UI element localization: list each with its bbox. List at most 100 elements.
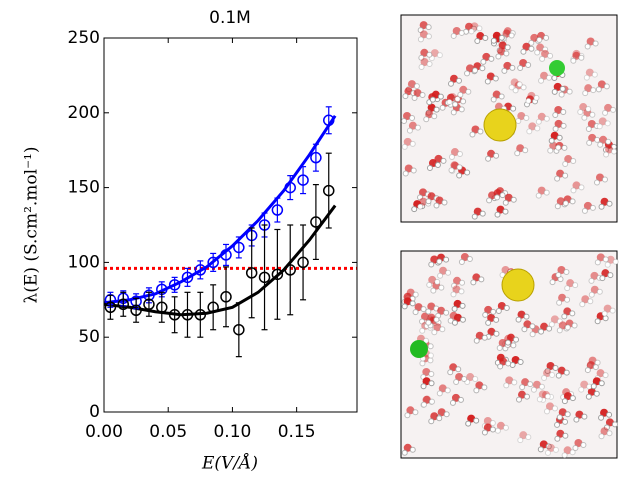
atom — [592, 364, 599, 371]
atom — [420, 401, 427, 408]
atom — [598, 380, 605, 387]
atom — [469, 131, 476, 138]
atom — [572, 282, 579, 289]
atom — [598, 414, 605, 421]
atom — [479, 65, 486, 72]
atom — [505, 339, 512, 346]
atom — [563, 369, 570, 376]
atom — [581, 207, 588, 214]
atom — [427, 343, 434, 350]
point — [117, 298, 130, 311]
atom — [605, 145, 614, 154]
atom — [560, 108, 567, 115]
atom — [425, 319, 432, 326]
atom — [426, 51, 433, 58]
atom — [520, 48, 527, 55]
atom — [563, 269, 570, 276]
atom — [543, 369, 552, 378]
atom — [515, 316, 522, 323]
atom — [461, 375, 468, 382]
atom — [581, 295, 590, 304]
atom — [409, 446, 416, 453]
atom — [581, 413, 588, 420]
point — [297, 256, 309, 269]
atom — [477, 128, 484, 135]
atom — [426, 165, 433, 172]
atom — [561, 398, 568, 405]
atom — [458, 106, 465, 113]
point — [271, 268, 284, 281]
atom — [501, 265, 510, 274]
atom — [596, 123, 603, 130]
atom — [552, 111, 559, 118]
atom — [543, 34, 550, 41]
point — [297, 174, 309, 186]
atom — [433, 106, 440, 113]
atom — [569, 395, 576, 402]
atom — [493, 152, 500, 159]
atom — [464, 70, 471, 77]
atom — [508, 84, 515, 91]
atom — [563, 446, 572, 455]
atom — [523, 115, 530, 122]
atom — [448, 93, 457, 102]
atom — [428, 398, 435, 405]
atom — [546, 443, 555, 452]
point — [233, 323, 245, 336]
atom — [404, 412, 411, 419]
atom — [578, 184, 585, 191]
atom — [472, 67, 479, 74]
atom — [401, 449, 408, 456]
atom — [552, 364, 559, 371]
atom — [596, 369, 605, 378]
point — [284, 264, 296, 276]
atom — [533, 94, 540, 101]
atom — [529, 323, 536, 330]
atom — [602, 109, 609, 116]
atom — [603, 304, 612, 313]
atom — [447, 80, 454, 87]
atom — [498, 34, 505, 41]
atom — [436, 258, 443, 265]
atom — [490, 308, 497, 315]
atom — [602, 372, 609, 379]
atom — [566, 279, 575, 288]
atom — [439, 104, 446, 111]
atom — [425, 24, 432, 31]
atom — [466, 373, 475, 382]
atom — [538, 328, 545, 335]
atom — [513, 336, 520, 343]
atom — [471, 213, 478, 220]
atom — [488, 55, 495, 62]
atom — [481, 429, 488, 436]
atom — [555, 144, 562, 151]
atom — [556, 414, 563, 421]
ion-sphere — [410, 340, 428, 358]
atom — [569, 310, 576, 317]
point — [271, 204, 284, 216]
atom — [572, 445, 579, 452]
atom — [607, 272, 614, 279]
atom — [420, 383, 427, 390]
atom — [409, 114, 416, 121]
atom — [447, 369, 454, 376]
atom — [458, 29, 465, 36]
atom — [419, 91, 426, 98]
atom — [433, 316, 440, 323]
point — [181, 309, 194, 321]
x-tick-label: 0.10 — [213, 422, 251, 442]
atom — [459, 316, 466, 323]
atom — [603, 424, 610, 431]
atom — [585, 125, 592, 132]
atom — [446, 99, 453, 106]
point — [194, 264, 207, 276]
atom — [406, 127, 413, 134]
atom — [593, 179, 600, 186]
atom — [606, 255, 615, 264]
atom — [413, 83, 420, 90]
atom — [526, 128, 533, 135]
atom — [551, 75, 558, 82]
atom — [549, 372, 556, 379]
atom — [466, 256, 473, 263]
atom — [402, 170, 409, 177]
